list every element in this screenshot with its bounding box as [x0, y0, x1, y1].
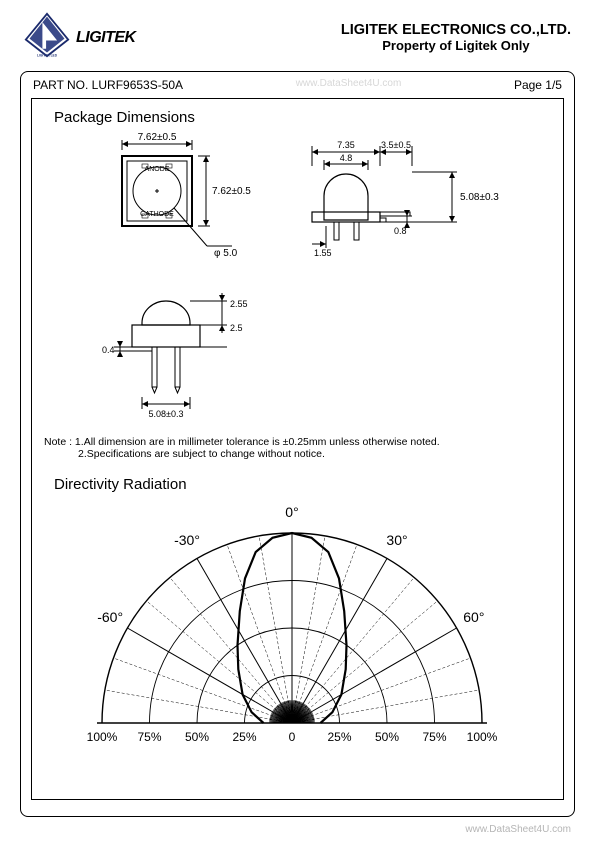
- brand-text: LIGITEK: [76, 29, 136, 47]
- watermark: www.DataSheet4U.com: [465, 824, 571, 835]
- package-dimensions-area: 7.62±0.5 ANODE CATHODE: [32, 126, 563, 436]
- part-number: PART NO. LURF9653S-50A: [33, 78, 183, 92]
- svg-text:30°: 30°: [386, 532, 407, 548]
- svg-text:7.35: 7.35: [337, 140, 355, 150]
- svg-text:0: 0: [289, 730, 296, 744]
- pkg-title: Package Dimensions: [32, 99, 563, 126]
- svg-text:25%: 25%: [232, 730, 256, 744]
- svg-text:2.55: 2.55: [230, 299, 248, 309]
- svg-text:0°: 0°: [285, 504, 298, 520]
- svg-text:25%: 25%: [327, 730, 351, 744]
- logo-icon: LIGITEK LED: [24, 12, 70, 63]
- svg-text:100%: 100%: [87, 730, 118, 744]
- header: LIGITEK LED LIGITEK LIGITEK ELECTRONICS …: [0, 0, 595, 71]
- svg-text:75%: 75%: [422, 730, 446, 744]
- svg-text:LIGITEK LED: LIGITEK LED: [37, 54, 58, 58]
- svg-text:2.5: 2.5: [230, 323, 243, 333]
- svg-text:5.08±0.3: 5.08±0.3: [149, 409, 184, 419]
- top-row: PART NO. LURF9653S-50A www.DataSheet4U.c…: [21, 72, 574, 96]
- svg-text:100%: 100%: [467, 730, 498, 744]
- svg-text:7.62±0.5: 7.62±0.5: [138, 132, 177, 143]
- note-line-2: 2.Specifications are subject to change w…: [44, 448, 563, 460]
- svg-text:5.08±0.3: 5.08±0.3: [460, 192, 499, 203]
- radiation-area: -60° -30° 0° 30° 60° 100% 75% 50% 25% 0 25% 50% 75% 1…: [32, 493, 563, 793]
- svg-text:-60°: -60°: [97, 609, 123, 625]
- svg-text:50%: 50%: [375, 730, 399, 744]
- svg-text:60°: 60°: [463, 609, 484, 625]
- outer-frame: PART NO. LURF9653S-50A www.DataSheet4U.c…: [20, 71, 575, 817]
- svg-text:1.55: 1.55: [314, 248, 332, 258]
- inner-frame: Package Dimensions 7.62±0.5: [31, 98, 564, 800]
- logo-block: LIGITEK LED LIGITEK: [24, 12, 136, 63]
- watermark-top: www.DataSheet4U.com: [296, 78, 402, 92]
- svg-text:0.4: 0.4: [102, 345, 115, 355]
- svg-text:φ 5.0: φ 5.0: [214, 248, 238, 259]
- svg-text:4.8: 4.8: [340, 153, 353, 163]
- radiation-chart: -60° -30° 0° 30° 60° 100% 75% 50% 25% 0 25% 50% 75% 1…: [32, 493, 562, 773]
- property-line: Property of Ligitek Only: [341, 38, 571, 53]
- svg-text:CATHODE: CATHODE: [140, 211, 174, 218]
- svg-text:75%: 75%: [137, 730, 161, 744]
- rad-title: Directivity Radiation: [32, 466, 563, 493]
- page-number: Page 1/5: [514, 78, 562, 92]
- header-right: LIGITEK ELECTRONICS CO.,LTD. Property of…: [341, 22, 571, 53]
- svg-text:-30°: -30°: [174, 532, 200, 548]
- package-diagram: 7.62±0.5 ANODE CATHODE: [32, 126, 562, 436]
- svg-text:0.8: 0.8: [394, 226, 407, 236]
- svg-text:50%: 50%: [185, 730, 209, 744]
- svg-text:7.62±0.5: 7.62±0.5: [212, 186, 251, 197]
- svg-text:3.5±0.5: 3.5±0.5: [381, 140, 411, 150]
- company-name: LIGITEK ELECTRONICS CO.,LTD.: [341, 22, 571, 38]
- note-line-1: Note : 1.All dimension are in millimeter…: [44, 436, 563, 448]
- note-block: Note : 1.All dimension are in millimeter…: [32, 436, 563, 466]
